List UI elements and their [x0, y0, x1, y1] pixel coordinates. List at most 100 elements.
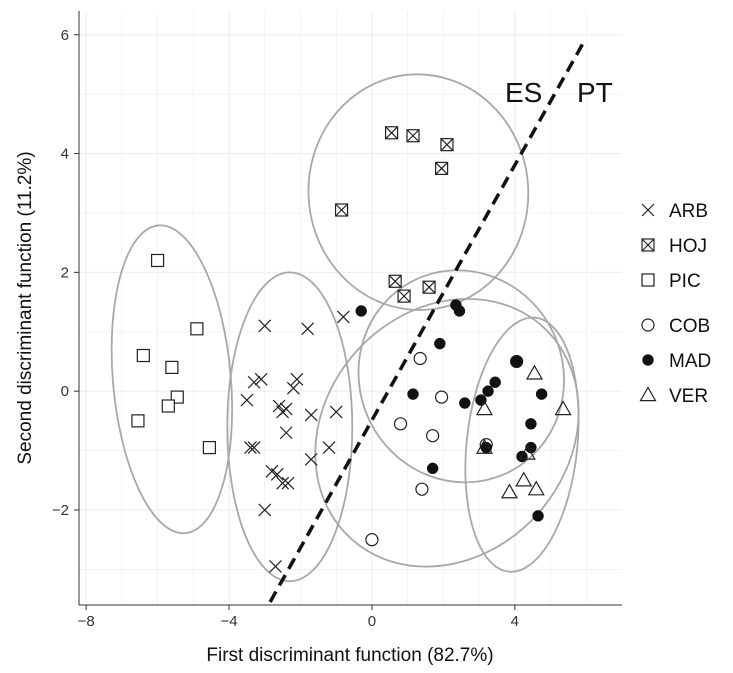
point-arb — [322, 441, 336, 455]
point-cob — [415, 482, 429, 496]
y-tick-label: 4 — [61, 146, 69, 163]
point-arb — [269, 559, 282, 573]
point-arb — [301, 322, 315, 336]
legend-marker-cob — [641, 318, 655, 332]
es-pt-divider-line — [268, 39, 587, 603]
point-hoj — [397, 289, 411, 303]
point-cob — [434, 390, 449, 404]
legend-marker-mad — [642, 354, 654, 366]
plot-panel — [79, 11, 622, 605]
point-pic — [161, 399, 175, 413]
ellipse-ver — [464, 316, 580, 573]
point-cob — [365, 533, 379, 547]
point-arb — [286, 381, 300, 395]
legend-label-pic: PIC — [669, 271, 701, 292]
annotation-es: ES — [505, 77, 542, 108]
point-mad — [510, 355, 523, 368]
ellipse-mad — [357, 269, 565, 484]
point-hoj — [334, 203, 349, 217]
point-arb — [247, 375, 261, 389]
point-mad — [434, 337, 446, 350]
axes — [78, 11, 622, 606]
point-pic — [190, 322, 204, 336]
point-arb — [336, 310, 350, 324]
axis-ticks: −8 −4 0 4 −2 0 2 4 6 — [52, 27, 519, 630]
x-tick-label: −8 — [78, 613, 95, 630]
point-pic — [131, 414, 145, 428]
point-arb — [272, 399, 286, 413]
point-ver — [515, 471, 533, 487]
ellipse-arb — [226, 271, 354, 583]
point-arb — [254, 372, 268, 386]
legend-label-ver: VER — [669, 386, 708, 407]
ellipse-hoj — [307, 73, 530, 311]
y-tick-label: −2 — [52, 502, 69, 519]
legend-marker-pic — [641, 273, 655, 287]
point-mad — [355, 305, 367, 317]
point-hoj — [440, 138, 454, 152]
point-pic — [136, 348, 150, 363]
point-mad — [532, 510, 544, 522]
point-cob — [393, 417, 408, 431]
point-pic — [150, 253, 165, 268]
point-arb — [281, 476, 295, 490]
point-cob — [426, 429, 440, 443]
point-mad — [475, 394, 487, 406]
annotation-pt: PT — [577, 77, 613, 108]
x-tick-label: 0 — [368, 613, 376, 630]
y-tick-label: 2 — [61, 264, 69, 281]
point-mad — [426, 462, 439, 475]
point-arb — [304, 408, 318, 422]
point-ver — [475, 438, 493, 454]
point-hoj — [434, 161, 449, 176]
x-axis-title: First discriminant function (82.7%) — [206, 645, 493, 666]
point-hoj — [422, 280, 436, 294]
point-arb — [240, 393, 254, 407]
point-mad — [453, 305, 466, 317]
y-tick-label: 0 — [61, 383, 69, 400]
legend-label-cob: COB — [669, 316, 710, 337]
point-arb — [258, 319, 272, 333]
point-arb — [329, 405, 343, 419]
x-tick-label: 4 — [511, 613, 519, 630]
point-mad — [525, 418, 537, 430]
point-mad — [535, 388, 548, 400]
point-arb — [304, 453, 318, 466]
point-arb — [270, 467, 284, 481]
legend-marker-ver — [639, 386, 657, 402]
point-mad — [489, 376, 501, 388]
legend-marker-arb — [641, 203, 655, 217]
point-ver — [500, 483, 519, 499]
point-pic — [165, 360, 179, 374]
point-ver — [525, 364, 544, 380]
point-mad — [459, 397, 471, 409]
point-cob — [413, 351, 427, 366]
legend: ARB HOJ PIC COB MAD VER — [639, 201, 711, 407]
y-axis-title: Second discriminant function (11.2%) — [15, 151, 36, 464]
point-hoj — [384, 126, 399, 140]
point-arb — [258, 503, 272, 517]
y-tick-label: 6 — [61, 27, 69, 44]
point-ver — [518, 444, 536, 460]
point-arb — [276, 476, 290, 490]
point-arb — [244, 441, 257, 455]
x-tick-label: −4 — [220, 613, 237, 630]
legend-label-hoj: HOJ — [669, 236, 707, 257]
data-points — [131, 126, 572, 573]
legend-label-mad: MAD — [669, 351, 711, 372]
legend-label-arb: ARB — [669, 201, 708, 222]
legend-marker-hoj — [641, 238, 655, 252]
point-arb — [276, 405, 290, 419]
point-ver — [527, 480, 545, 496]
point-arb — [247, 441, 261, 455]
point-ver — [475, 400, 493, 416]
point-mad — [407, 388, 419, 400]
point-arb — [279, 426, 293, 440]
point-hoj — [406, 129, 420, 143]
point-arb — [290, 372, 304, 386]
point-mad — [482, 385, 494, 397]
point-ver — [554, 400, 572, 416]
point-hoj — [388, 274, 402, 288]
point-pic — [202, 440, 216, 455]
